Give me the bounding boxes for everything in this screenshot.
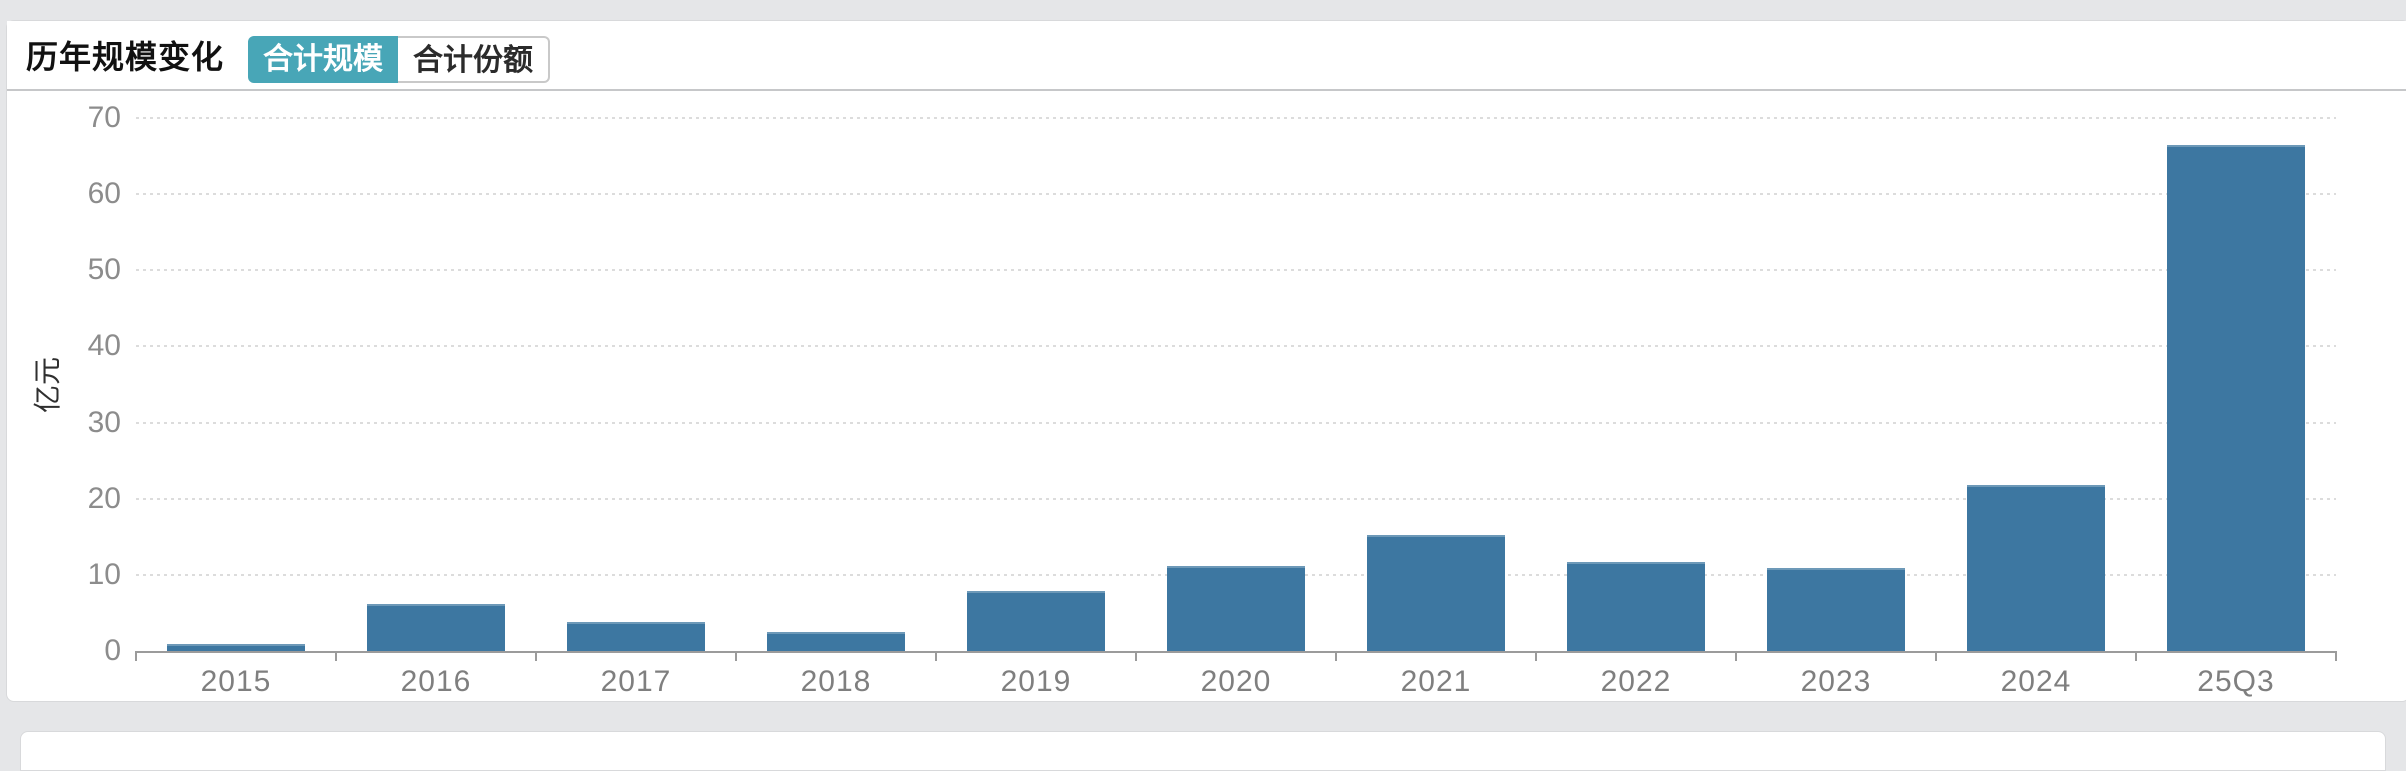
chart-card: 历年规模变化 合计规模 合计份额 亿元 0 10 20 30 40 50 60 70 2015 2…	[6, 20, 2406, 702]
x-axis-line	[136, 651, 2336, 653]
x-label-2021: 2021	[1400, 665, 1472, 698]
y-tick-label-70: 70	[87, 101, 121, 134]
x-axis-tick	[1935, 651, 1937, 661]
y-axis-title: 亿元	[32, 356, 63, 413]
bar-2017[interactable]	[567, 622, 705, 651]
y-tick-label-60: 60	[87, 177, 121, 211]
bar-2024[interactable]	[1967, 485, 2105, 651]
gridline-30	[136, 421, 2336, 424]
x-label-2024: 2024	[2000, 665, 2072, 698]
x-label-25Q3: 25Q3	[2197, 665, 2275, 698]
bar-chart: 亿元 0 10 20 30 40 50 60 70 2015 2016 2017 2018 2019 20…	[7, 21, 2406, 701]
metric-tab-group: 合计规模 合计份额	[248, 35, 551, 83]
bar-25Q3[interactable]	[2167, 145, 2305, 651]
x-axis-tick	[335, 651, 337, 661]
y-tick-label-30: 30	[87, 405, 121, 439]
chart-card-header: 历年规模变化 合计规模 合计份额	[7, 21, 2406, 91]
y-tick-label-40: 40	[87, 329, 121, 363]
x-label-2019: 2019	[1000, 665, 1072, 698]
x-label-2017: 2017	[600, 665, 672, 698]
gridline-50	[136, 269, 2336, 272]
x-axis-tick	[535, 651, 537, 661]
gridline-70	[136, 117, 2336, 119]
gridline-60	[136, 193, 2336, 196]
x-axis-tick	[735, 651, 737, 661]
next-card	[20, 731, 2386, 771]
gridline-40	[136, 345, 2336, 348]
bar-2016[interactable]	[367, 604, 505, 651]
x-axis-tick	[935, 651, 937, 661]
x-label-2022: 2022	[1600, 665, 1672, 698]
x-label-2020: 2020	[1200, 665, 1272, 698]
page: { "header": { "title": "历年规模变化", "tabs":…	[6, 20, 2406, 771]
bar-2021[interactable]	[1367, 535, 1505, 651]
bar-2015[interactable]	[167, 644, 305, 651]
tab-total-scale[interactable]: 合计规模	[248, 35, 399, 83]
y-tick-label-10: 10	[87, 557, 121, 591]
x-axis-tick	[2335, 651, 2337, 661]
x-label-2016: 2016	[400, 665, 472, 698]
bar-2019[interactable]	[967, 591, 1105, 651]
x-label-2015: 2015	[200, 665, 272, 698]
x-axis-tick	[1335, 651, 1337, 661]
x-axis-tick	[1735, 651, 1737, 661]
y-tick-label-0: 0	[104, 634, 121, 667]
x-axis-tick	[1135, 651, 1137, 661]
bar-2022[interactable]	[1567, 562, 1705, 651]
x-axis-tick	[135, 651, 137, 661]
gridline-20	[136, 497, 2336, 500]
bar-2018[interactable]	[767, 632, 905, 651]
x-label-2018: 2018	[800, 665, 872, 698]
page-title: 历年规模变化	[26, 39, 225, 75]
y-tick-label-20: 20	[87, 481, 121, 515]
y-tick-label-50: 50	[87, 253, 121, 287]
x-label-2023: 2023	[1800, 665, 1872, 698]
x-axis-tick	[2135, 651, 2137, 661]
x-axis-tick	[1535, 651, 1537, 661]
bar-2020[interactable]	[1167, 566, 1305, 651]
bar-2023[interactable]	[1767, 568, 1905, 651]
tab-total-share[interactable]: 合计份额	[398, 35, 551, 83]
